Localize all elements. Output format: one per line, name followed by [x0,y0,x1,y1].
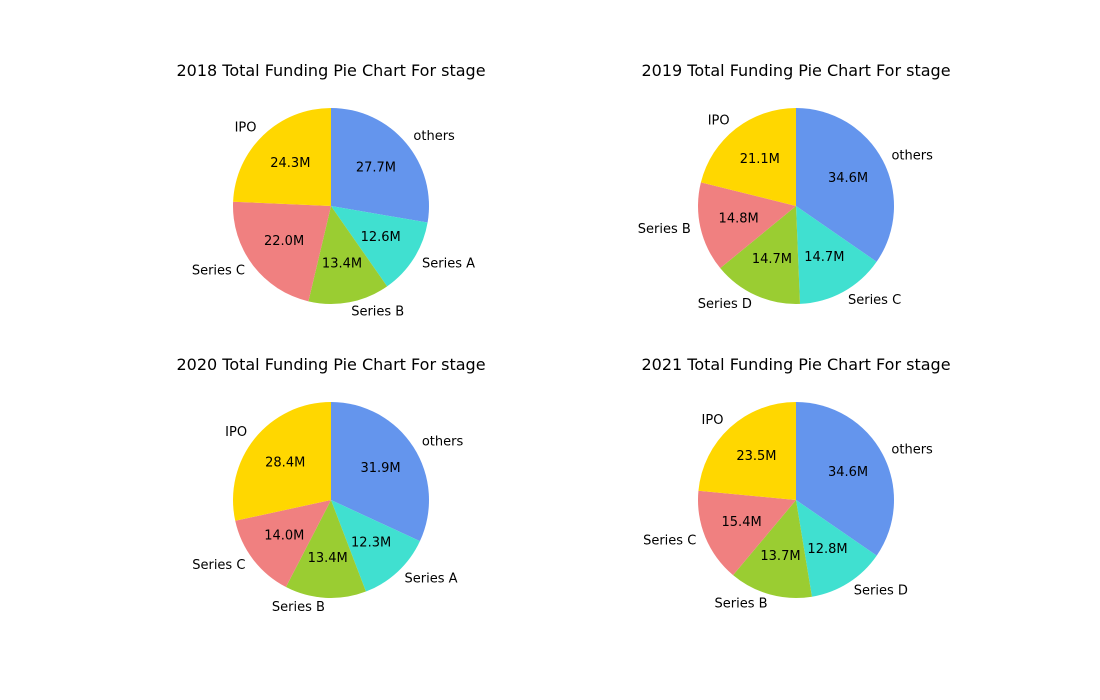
slice-value-label: 31.9M [360,461,400,476]
slice-value-label: 27.7M [356,161,396,176]
slice-value-label: 14.0M [264,528,304,543]
slice-value-label: 13.4M [322,256,362,271]
pie-slice-series-b [733,500,812,599]
slice-category-label: Series A [405,571,458,586]
pie-slice-ipo [700,108,796,206]
pie-slice-series-c [697,490,796,576]
slice-category-label: Series B [638,222,691,237]
slice-value-label: 15.4M [722,515,762,530]
slice-value-label: 12.3M [351,535,391,550]
slice-value-label: 28.4M [265,456,305,471]
pie-slice-series-b [308,206,388,304]
pie-slice-series-c [235,500,331,588]
slice-category-label: IPO [702,413,724,428]
slice-category-label: IPO [708,114,730,129]
slice-category-label: Series B [272,600,325,615]
pie-chart-2: 2019 Total Funding Pie Chart For stage 34… [638,61,951,312]
slice-category-label: Series C [192,558,245,573]
pie-slice-others [796,108,895,262]
slice-category-label: others [422,434,464,449]
pie-slice-series-b [698,182,796,269]
slice-value-label: 34.6M [828,465,868,480]
slice-value-label: 14.7M [752,252,792,267]
pie-slice-series-b [285,500,366,598]
chart-title: 2018 Total Funding Pie Chart For stage [176,61,485,80]
slice-category-label: Series D [698,297,752,312]
slice-category-label: Series C [192,264,245,279]
slice-value-label: 23.5M [736,449,776,464]
pie-chart-3: 2020 Total Funding Pie Chart For stage 31… [176,355,485,615]
slice-category-label: Series B [715,596,768,611]
pie-slice-ipo [698,402,796,500]
slice-category-label: others [413,129,455,144]
slice-value-label: 22.0M [264,234,304,249]
slice-category-label: Series A [422,256,475,271]
slice-value-label: 12.6M [361,230,401,245]
slice-value-label: 24.3M [270,156,310,171]
chart-title: 2019 Total Funding Pie Chart For stage [641,61,950,80]
slice-value-label: 13.4M [308,551,348,566]
slice-value-label: 34.6M [828,171,868,186]
slice-category-label: IPO [225,425,247,440]
pie-slice-others [796,402,895,556]
slice-category-label: Series C [643,533,696,548]
slice-category-label: IPO [235,121,257,136]
pie-chart-1: 2018 Total Funding Pie Chart For stage 27… [176,61,485,319]
pie-slice-ipo [233,402,331,521]
pie-slice-others [331,108,429,223]
pie-slice-others [331,402,429,542]
pie-slice-ipo [233,107,331,206]
slice-value-label: 12.8M [807,542,847,557]
slice-category-label: others [891,442,933,457]
slice-category-label: others [891,148,933,163]
slice-value-label: 13.7M [760,549,800,564]
slice-category-label: Series B [351,304,404,319]
slice-value-label: 21.1M [740,152,780,167]
slice-category-label: Series C [848,293,901,308]
pie-slice-series-c [232,201,331,302]
pie-slice-series-d [720,206,801,305]
chart-title: 2021 Total Funding Pie Chart For stage [641,355,950,374]
slice-category-label: Series D [854,584,908,599]
slice-value-label: 14.8M [719,211,759,226]
pie-slice-series-a [331,500,420,592]
pie-slice-series-d [796,500,877,597]
chart-title: 2020 Total Funding Pie Chart For stage [176,355,485,374]
pie-slice-series-c [796,206,877,304]
slice-value-label: 14.7M [804,250,844,265]
pie-slice-series-a [331,206,428,287]
pie-chart-4: 2021 Total Funding Pie Chart For stage 34… [641,355,950,611]
